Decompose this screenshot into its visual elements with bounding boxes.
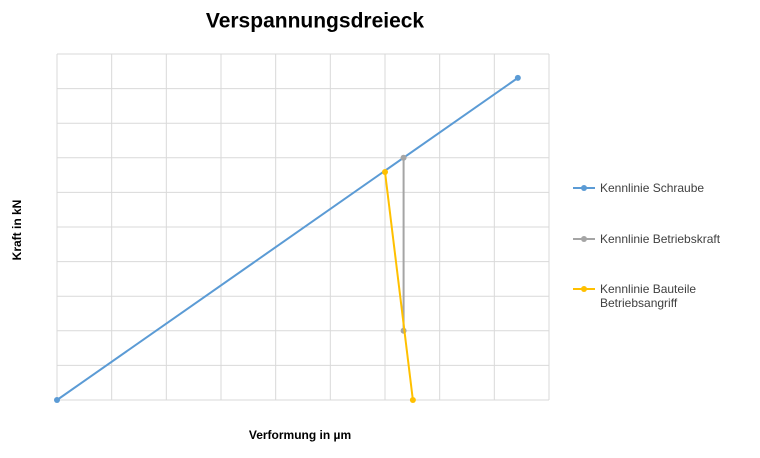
data-point	[382, 168, 388, 175]
data-point	[400, 154, 407, 161]
legend-label: Kennlinie Bauteile Betriebsangriff	[600, 282, 697, 310]
legend-item: Kennlinie Schraube	[572, 181, 745, 195]
legend-item: Kennlinie Betriebskraft	[572, 232, 745, 246]
chart-title: Verspannungsdreieck	[206, 10, 425, 33]
legend-label: Kennlinie Schraube	[600, 181, 705, 195]
data-point	[54, 397, 60, 403]
legend-marker	[581, 185, 587, 191]
data-point	[514, 74, 521, 81]
legend-marker	[581, 286, 587, 292]
data-point	[409, 397, 416, 403]
y-axis-label: Kraft in kN	[10, 200, 24, 261]
x-axis-label: Verformung in µm	[249, 428, 351, 442]
legend-item: Kennlinie Bauteile Betriebsangriff	[572, 282, 745, 310]
legend-swatch	[573, 236, 595, 242]
legend-marker	[581, 236, 587, 242]
series-line	[56, 77, 519, 401]
legend-label: Kennlinie Betriebskraft	[600, 232, 721, 246]
legend-swatch	[573, 185, 595, 191]
legend-swatch	[573, 286, 595, 292]
series-line	[384, 171, 414, 401]
